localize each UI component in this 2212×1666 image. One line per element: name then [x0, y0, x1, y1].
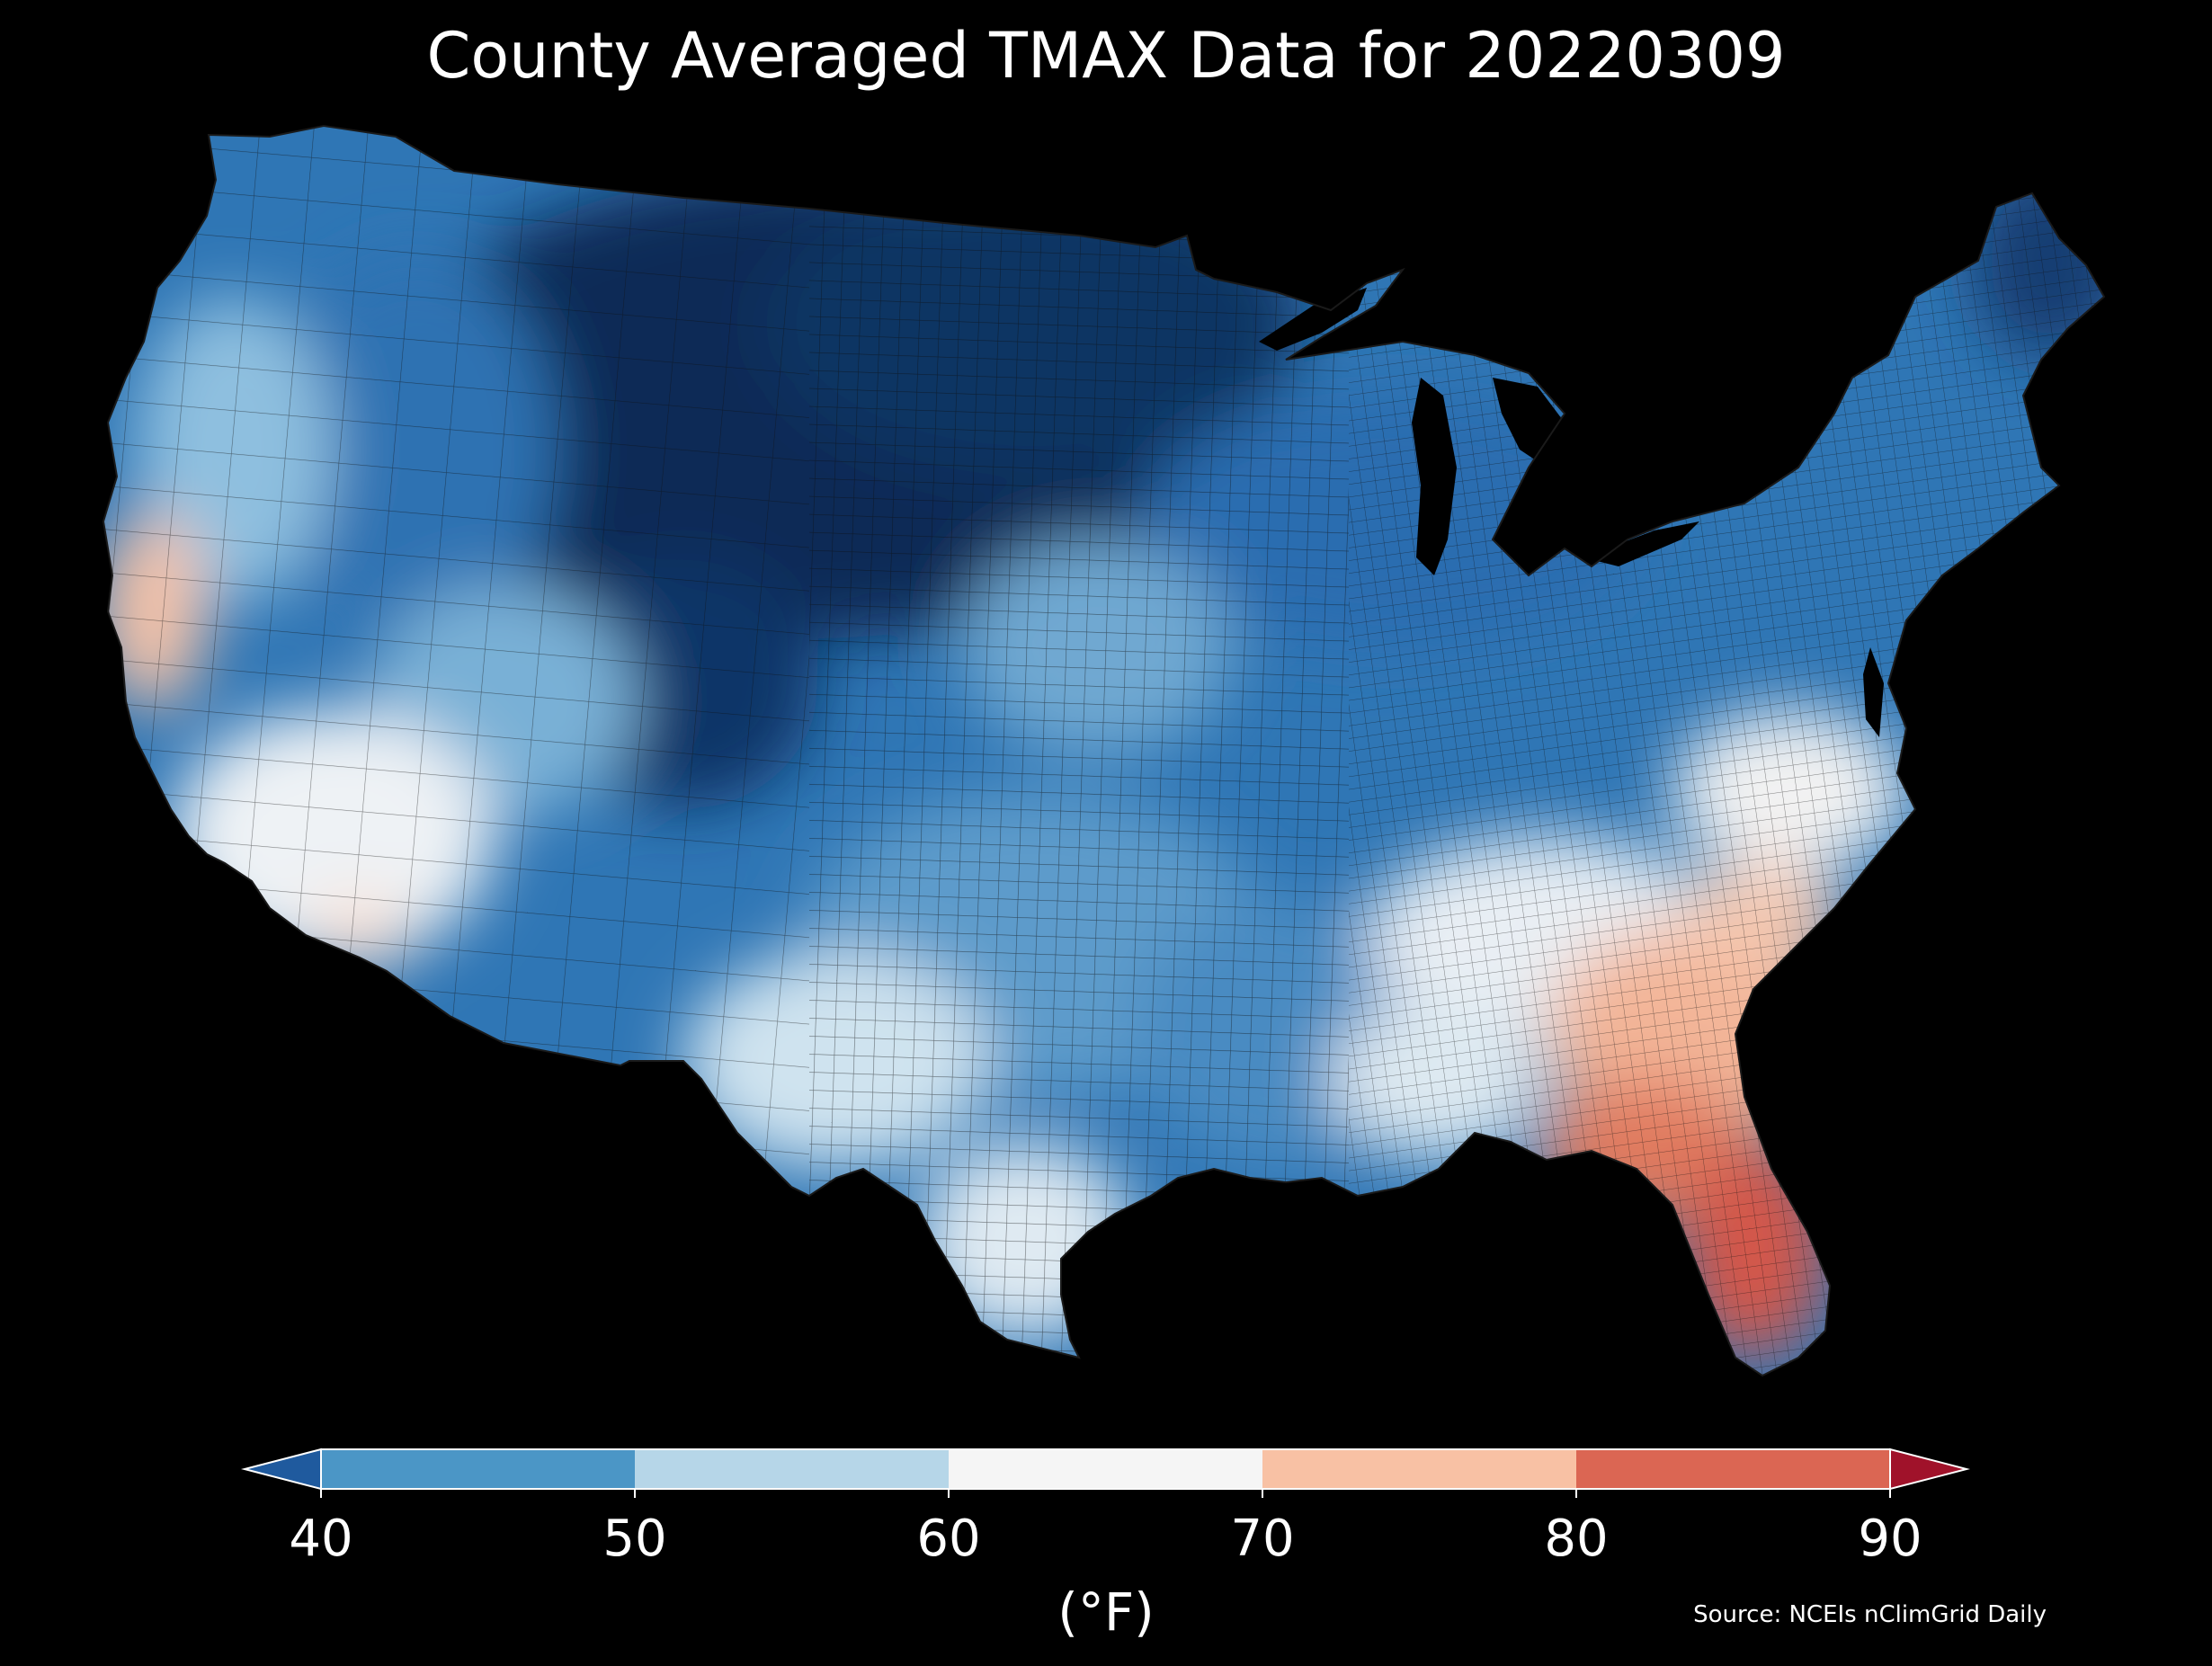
colorbar-bin-40-50: [321, 1449, 635, 1489]
colorbar-tick-40: 40: [289, 1510, 353, 1568]
source-credit: Source: NCEIs nClimGrid Daily: [1693, 1601, 2047, 1628]
map-title: County Averaged TMAX Data for 20220309: [426, 19, 1786, 93]
colorbar-tick-80: 80: [1544, 1510, 1609, 1568]
colorbar-outline: [320, 1448, 1891, 1490]
colorbar-unit-label: (°F): [1057, 1581, 1155, 1643]
lake-michigan: [1412, 378, 1457, 575]
colorbar-extend-low: [241, 1448, 322, 1491]
colorbar-bin-60-70: [949, 1449, 1262, 1489]
colorbar-bin-70-80: [1262, 1449, 1576, 1489]
colorbar-extend-high: [1889, 1448, 1970, 1491]
lake-huron: [1493, 378, 1565, 468]
colorbar-bin-80-90: [1576, 1449, 1890, 1489]
lake-erie: [1583, 521, 1699, 566]
colorbar-tick-90: 90: [1858, 1510, 1922, 1568]
colorbar-tick-50: 50: [602, 1510, 667, 1568]
colorbar-bin-50-60: [635, 1449, 949, 1489]
chesapeake-bay: [1863, 647, 1884, 737]
colorbar-tick-70: 70: [1230, 1510, 1295, 1568]
colorbar-tick-60: 60: [916, 1510, 981, 1568]
